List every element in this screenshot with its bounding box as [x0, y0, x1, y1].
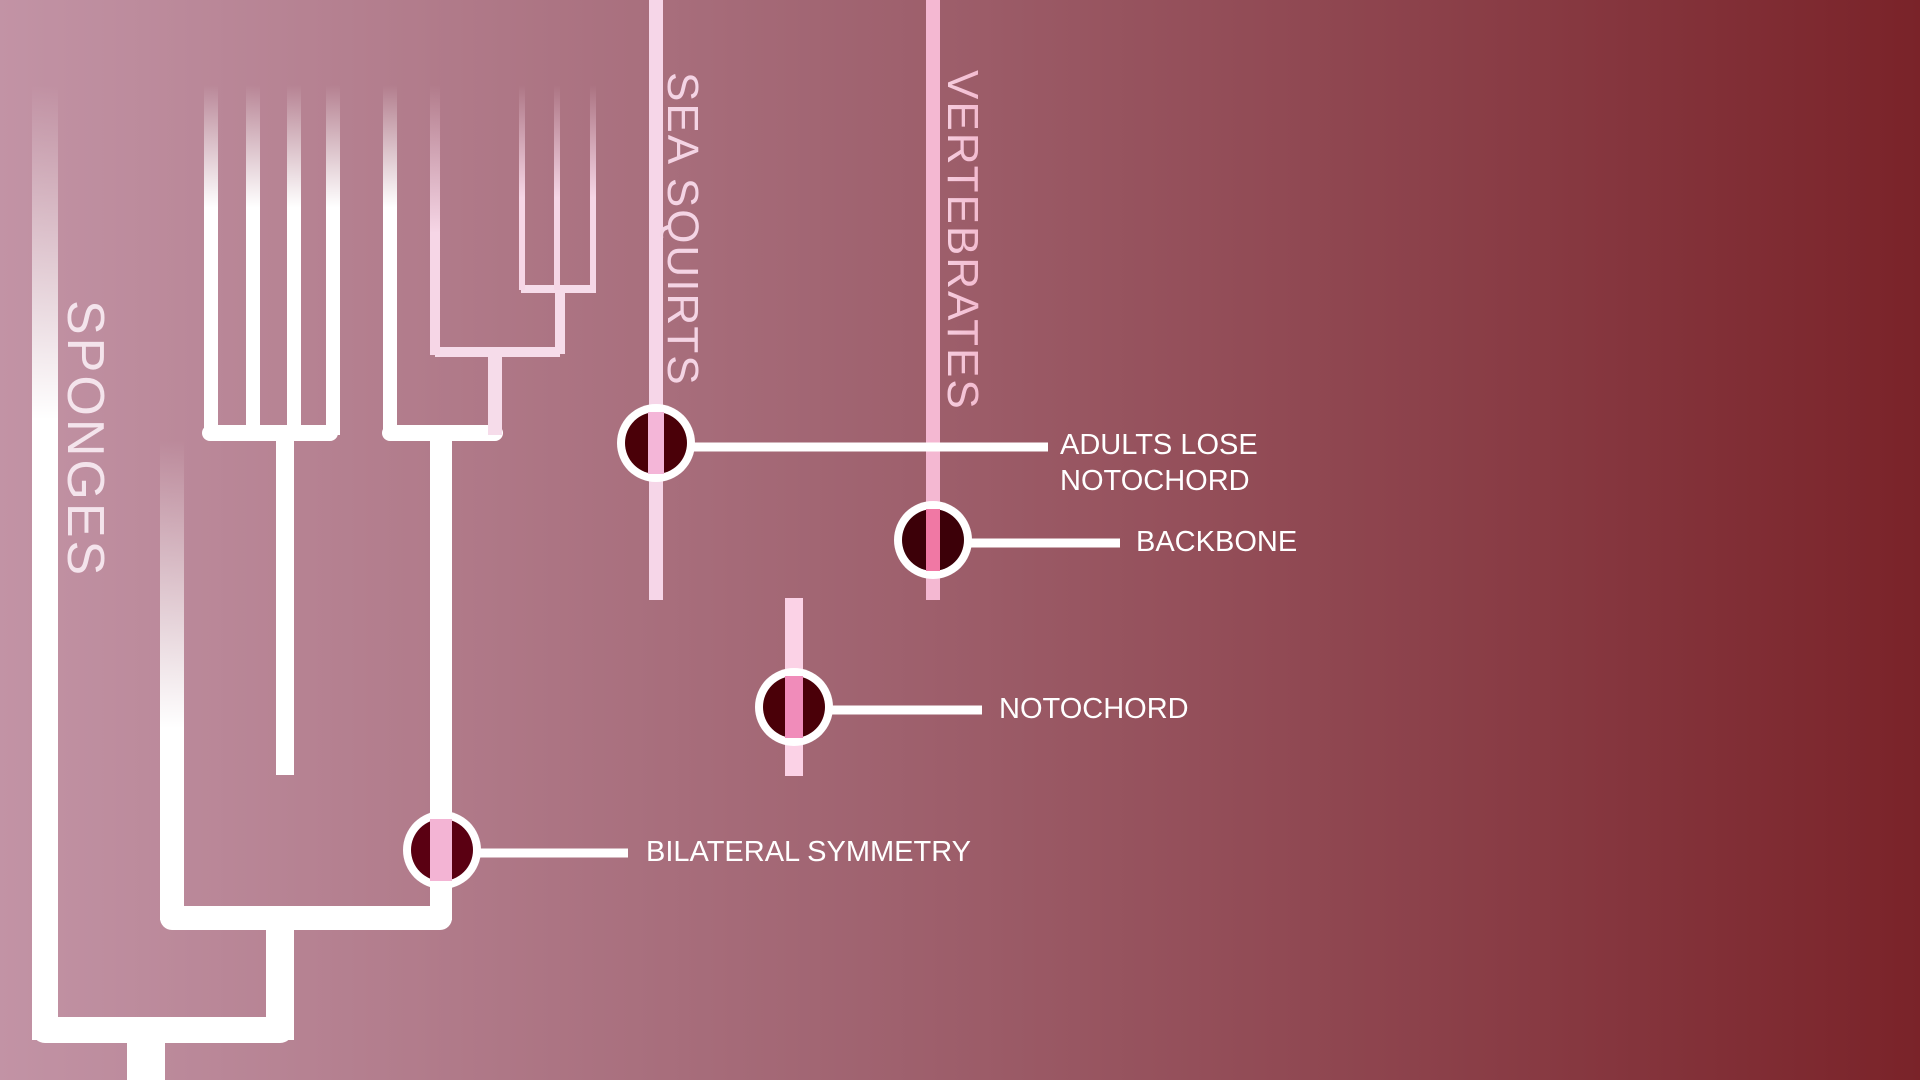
echinoderm-stem [488, 350, 502, 435]
node-adults-lose-notochord [617, 404, 695, 482]
root-stem [127, 1040, 165, 1080]
trait-label-adults-lose-line-1: ADULTS LOSE [1060, 429, 1258, 461]
protostome-stem [276, 435, 294, 775]
node-notochord [755, 668, 833, 746]
bilateria-stem [430, 435, 452, 920]
node-bilateral-symmetry [403, 811, 481, 889]
echinoderm-tip-1 [430, 85, 440, 355]
node-backbone [894, 501, 972, 579]
eumetazoa-stem [266, 920, 294, 1040]
trait-label-adults-lose-notochord: ADULTS LOSE NOTOCHORD [1060, 429, 1266, 497]
protostome-tip-4 [326, 85, 340, 435]
trait-label-notochord: NOTOCHORD [999, 693, 1189, 725]
clade-label-vertebrates: VERTEBRATES [938, 70, 987, 411]
protostome-tip-1 [204, 85, 218, 435]
clade-label-sponges: SPONGES [56, 300, 114, 578]
echinoderm-tip-2 [519, 85, 525, 290]
deuterostome-tip-1 [383, 85, 397, 435]
cnidaria-branch [160, 440, 184, 920]
echinoderm-sub-stem [555, 288, 565, 354]
protostome-tip-3 [287, 85, 301, 435]
sponges-branch [32, 85, 58, 1040]
echinoderm-tip-3 [554, 85, 560, 290]
trait-label-bilateral-symmetry: BILATERAL SYMMETRY [646, 836, 971, 868]
trait-label-adults-lose-line-2: NOTOCHORD [1060, 465, 1250, 497]
protostome-tip-2 [246, 85, 260, 435]
echinoderm-tip-4 [590, 85, 596, 290]
clade-label-sea-squirts: SEA SQUIRTS [658, 72, 707, 387]
trait-label-backbone: BACKBONE [1136, 526, 1297, 558]
